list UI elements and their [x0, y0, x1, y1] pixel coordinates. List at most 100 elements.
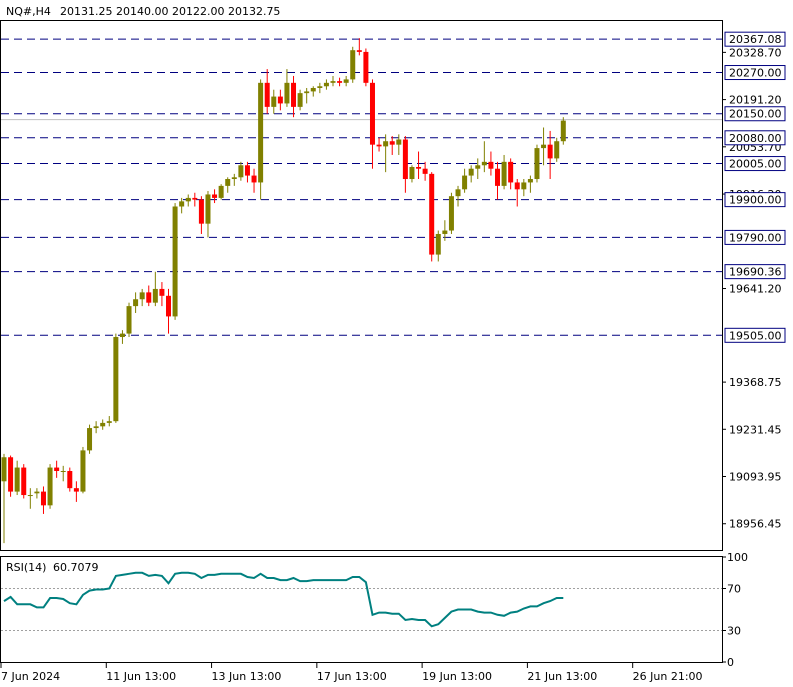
- candle: [291, 75, 297, 118]
- candle-body: [291, 82, 297, 107]
- candle: [389, 136, 395, 155]
- candle: [409, 165, 415, 183]
- level-label: 19690.36: [724, 264, 786, 280]
- level-label-box: [724, 31, 786, 47]
- candle: [251, 168, 257, 193]
- level-label: 20005.00: [724, 156, 786, 172]
- candle-body: [40, 491, 46, 506]
- candle-body: [560, 120, 566, 142]
- candle-body: [323, 82, 329, 87]
- candle: [350, 46, 356, 83]
- candle: [264, 69, 270, 114]
- candle: [356, 38, 362, 56]
- level-label: 19505.00: [724, 327, 786, 343]
- candle-body: [251, 175, 257, 183]
- candle: [244, 161, 250, 183]
- candle-body: [238, 165, 244, 178]
- candle-body: [192, 197, 198, 200]
- candle-body: [416, 166, 422, 169]
- candle: [448, 192, 454, 234]
- candle: [21, 464, 27, 499]
- candle: [297, 89, 303, 111]
- candle-body: [547, 144, 553, 159]
- candle: [113, 333, 119, 423]
- price-tick-label: 18956.45: [729, 518, 782, 531]
- candle: [554, 137, 560, 162]
- candle: [481, 141, 487, 173]
- candle: [527, 175, 533, 193]
- candle-body: [146, 292, 152, 303]
- candle: [73, 481, 79, 502]
- candle-body: [185, 197, 191, 202]
- candle: [185, 194, 191, 207]
- candle-body: [87, 428, 93, 451]
- candle-body: [396, 139, 402, 145]
- candle: [60, 465, 66, 482]
- candle: [488, 151, 494, 176]
- main-panel-frame: [0, 20, 723, 551]
- candle-body: [350, 50, 356, 80]
- candle: [40, 486, 46, 514]
- rsi-tick-label: 0: [727, 656, 734, 669]
- candle: [80, 446, 86, 494]
- rsi-tick-label: 30: [727, 625, 741, 638]
- candle: [547, 130, 553, 180]
- candle-body: [488, 161, 494, 169]
- candle: [429, 172, 435, 262]
- candle: [462, 168, 468, 193]
- candle: [514, 179, 520, 207]
- candle-body: [67, 470, 73, 489]
- candle: [396, 134, 402, 155]
- candle: [284, 69, 290, 107]
- time-tick-label: 21 Jun 13:00: [527, 670, 597, 683]
- candle-body: [389, 141, 395, 145]
- level-label-text: 20270.00: [729, 67, 782, 80]
- candle: [330, 75, 336, 87]
- time-tick-label: 17 Jun 13:00: [317, 670, 387, 683]
- level-labels: 20367.08 20270.00 20150.00 20080.00 20005.00…: [724, 31, 786, 343]
- candle: [14, 460, 20, 496]
- rsi-label: RSI(14): [6, 561, 46, 574]
- candles: [1, 38, 566, 544]
- candle-body: [442, 230, 448, 234]
- level-label: 19790.00: [724, 229, 786, 245]
- candle-body: [47, 467, 53, 506]
- candle: [152, 271, 158, 307]
- level-label-text: 20080.00: [729, 132, 782, 145]
- candle: [47, 464, 53, 509]
- candle: [126, 302, 132, 338]
- candle: [166, 288, 171, 334]
- rsi-polyline: [3, 571, 564, 628]
- candle-body: [21, 467, 27, 496]
- candle: [8, 455, 14, 497]
- candle: [495, 161, 500, 200]
- candle-body: [383, 141, 389, 147]
- candle-body: [271, 96, 277, 107]
- candle: [501, 154, 507, 190]
- candle-body: [166, 295, 171, 317]
- candle-body: [376, 144, 382, 147]
- candle: [225, 177, 231, 193]
- candle: [271, 89, 277, 114]
- candle-body: [501, 161, 507, 186]
- candle: [218, 184, 224, 200]
- rsi-tick-label: 70: [727, 583, 741, 596]
- rsi-line: [3, 571, 564, 628]
- candle-body: [468, 168, 474, 176]
- level-label: 20367.08: [724, 31, 786, 47]
- candle-body: [429, 173, 435, 255]
- level-label-box: [724, 156, 786, 172]
- candle-body: [264, 82, 270, 107]
- candle-body: [172, 206, 178, 317]
- rsi-value: 60.7079: [53, 561, 99, 574]
- candle: [442, 220, 448, 241]
- level-label-text: 20150.00: [729, 108, 782, 121]
- candle: [146, 285, 152, 307]
- candle-body: [73, 488, 79, 492]
- candle-body: [356, 50, 362, 52]
- candle-body: [106, 421, 112, 423]
- candle: [435, 230, 441, 262]
- candle: [93, 421, 99, 434]
- price-tick-label: 19641.20: [729, 283, 782, 296]
